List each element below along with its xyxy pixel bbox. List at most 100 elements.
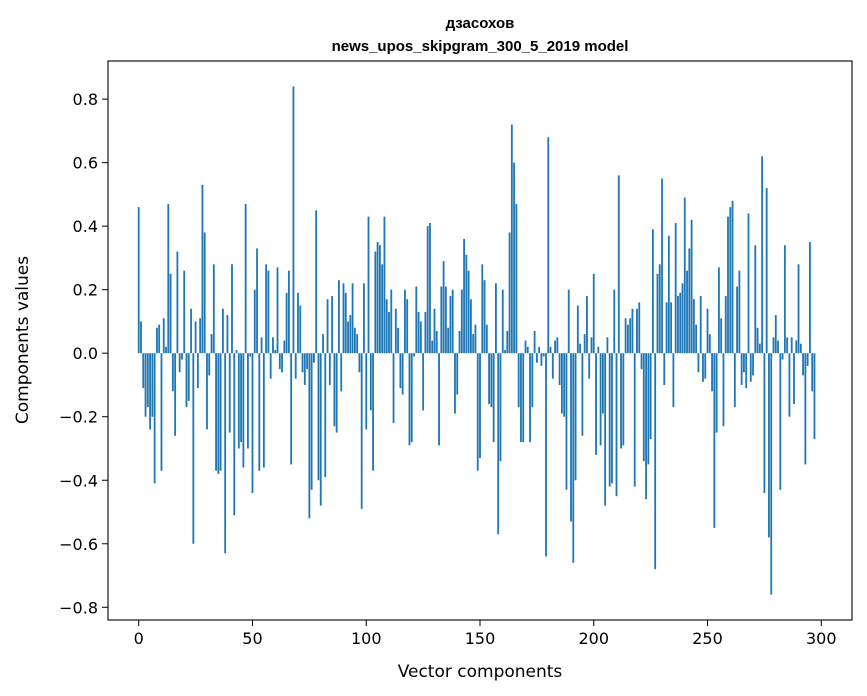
bar-14 — [169, 273, 172, 354]
bar-174 — [533, 330, 536, 354]
bar-42 — [233, 353, 236, 516]
bar-69 — [294, 353, 297, 379]
y-tick-label: 0.6 — [73, 154, 98, 173]
bar-278 — [770, 353, 773, 595]
bar-129 — [431, 340, 434, 354]
bar-263 — [736, 286, 739, 354]
bar-37 — [221, 308, 224, 354]
bar-3 — [144, 353, 147, 417]
y-tick-label: −0.8 — [59, 598, 98, 617]
bar-176 — [538, 346, 541, 354]
bar-258 — [724, 296, 727, 354]
y-tick-label: 0.4 — [73, 217, 98, 236]
bar-197 — [586, 296, 588, 354]
bar-291 — [799, 343, 802, 354]
bar-270 — [752, 353, 754, 376]
bar-1 — [140, 321, 142, 354]
y-axis-label: Components values — [13, 256, 33, 424]
bar-97 — [358, 353, 361, 373]
bar-238 — [679, 292, 682, 354]
bar-232 — [665, 302, 668, 354]
bar-290 — [797, 264, 800, 354]
bar-172 — [529, 353, 531, 443]
bar-186 — [561, 353, 563, 414]
bar-229 — [658, 264, 661, 354]
bar-281 — [777, 340, 779, 354]
bar-272 — [756, 327, 759, 354]
bar-142 — [460, 289, 463, 354]
bar-183 — [554, 340, 556, 354]
bar-44 — [237, 353, 240, 449]
bar-187 — [563, 353, 566, 417]
bar-204 — [601, 353, 604, 414]
bar-250 — [706, 308, 709, 354]
bar-18 — [178, 353, 181, 373]
bar-90 — [342, 283, 345, 354]
y-tick-label: 0.2 — [73, 281, 98, 300]
x-tick-label: 150 — [465, 629, 496, 648]
x-axis-label: Vector components — [398, 662, 563, 682]
bar-51 — [253, 289, 256, 354]
bar-21 — [185, 353, 188, 408]
bar-107 — [381, 264, 384, 354]
bar-205 — [604, 353, 607, 506]
bar-254 — [715, 353, 718, 433]
bar-13 — [167, 203, 170, 354]
bar-45 — [240, 353, 243, 443]
bar-247 — [699, 296, 702, 354]
bar-58 — [269, 353, 272, 379]
bar-297 — [813, 353, 816, 439]
bar-47 — [244, 203, 247, 354]
bar-52 — [256, 248, 258, 354]
bar-253 — [713, 353, 716, 528]
bar-132 — [438, 353, 440, 446]
bar-242 — [688, 248, 691, 354]
bar-103 — [372, 353, 374, 471]
bar-141 — [458, 330, 461, 354]
bar-256 — [720, 318, 723, 354]
x-axis: 0 50 100 150 200 250 300 — [134, 620, 837, 648]
bar-31 — [208, 353, 211, 376]
bar-163 — [508, 232, 511, 354]
bar-111 — [390, 289, 393, 354]
bar-36 — [219, 353, 222, 471]
bar-11 — [162, 318, 165, 354]
bar-179 — [545, 353, 547, 557]
bar-50 — [251, 353, 254, 493]
bar-108 — [383, 216, 386, 354]
bar-65 — [285, 292, 288, 354]
bar-269 — [749, 353, 752, 382]
bar-4 — [146, 353, 149, 408]
bar-78 — [315, 210, 318, 354]
bar-159 — [499, 353, 502, 462]
bar-260 — [729, 207, 732, 354]
bar-296 — [811, 353, 814, 392]
bar-220 — [638, 302, 641, 354]
bar-216 — [629, 318, 632, 354]
bar-246 — [697, 353, 700, 373]
bar-225 — [649, 353, 652, 439]
bar-146 — [469, 299, 472, 354]
bar-215 — [626, 324, 629, 354]
bar-293 — [804, 353, 807, 465]
x-tick-label: 200 — [578, 629, 609, 648]
bar-105 — [376, 242, 379, 354]
bar-292 — [802, 353, 804, 376]
bar-251 — [708, 334, 711, 354]
bar-169 — [522, 353, 525, 443]
bar-99 — [363, 283, 365, 354]
bar-110 — [388, 311, 390, 354]
bar-135 — [444, 286, 447, 354]
bar-16 — [174, 353, 177, 436]
bar-228 — [656, 273, 659, 354]
bar-series — [137, 86, 816, 595]
bar-206 — [606, 337, 609, 354]
bar-161 — [504, 350, 506, 354]
bar-34 — [215, 353, 217, 471]
bar-128 — [429, 222, 431, 354]
bar-178 — [542, 353, 545, 357]
bar-10 — [160, 353, 163, 471]
bar-195 — [581, 353, 584, 436]
bar-185 — [558, 353, 561, 385]
bar-138 — [451, 289, 454, 354]
